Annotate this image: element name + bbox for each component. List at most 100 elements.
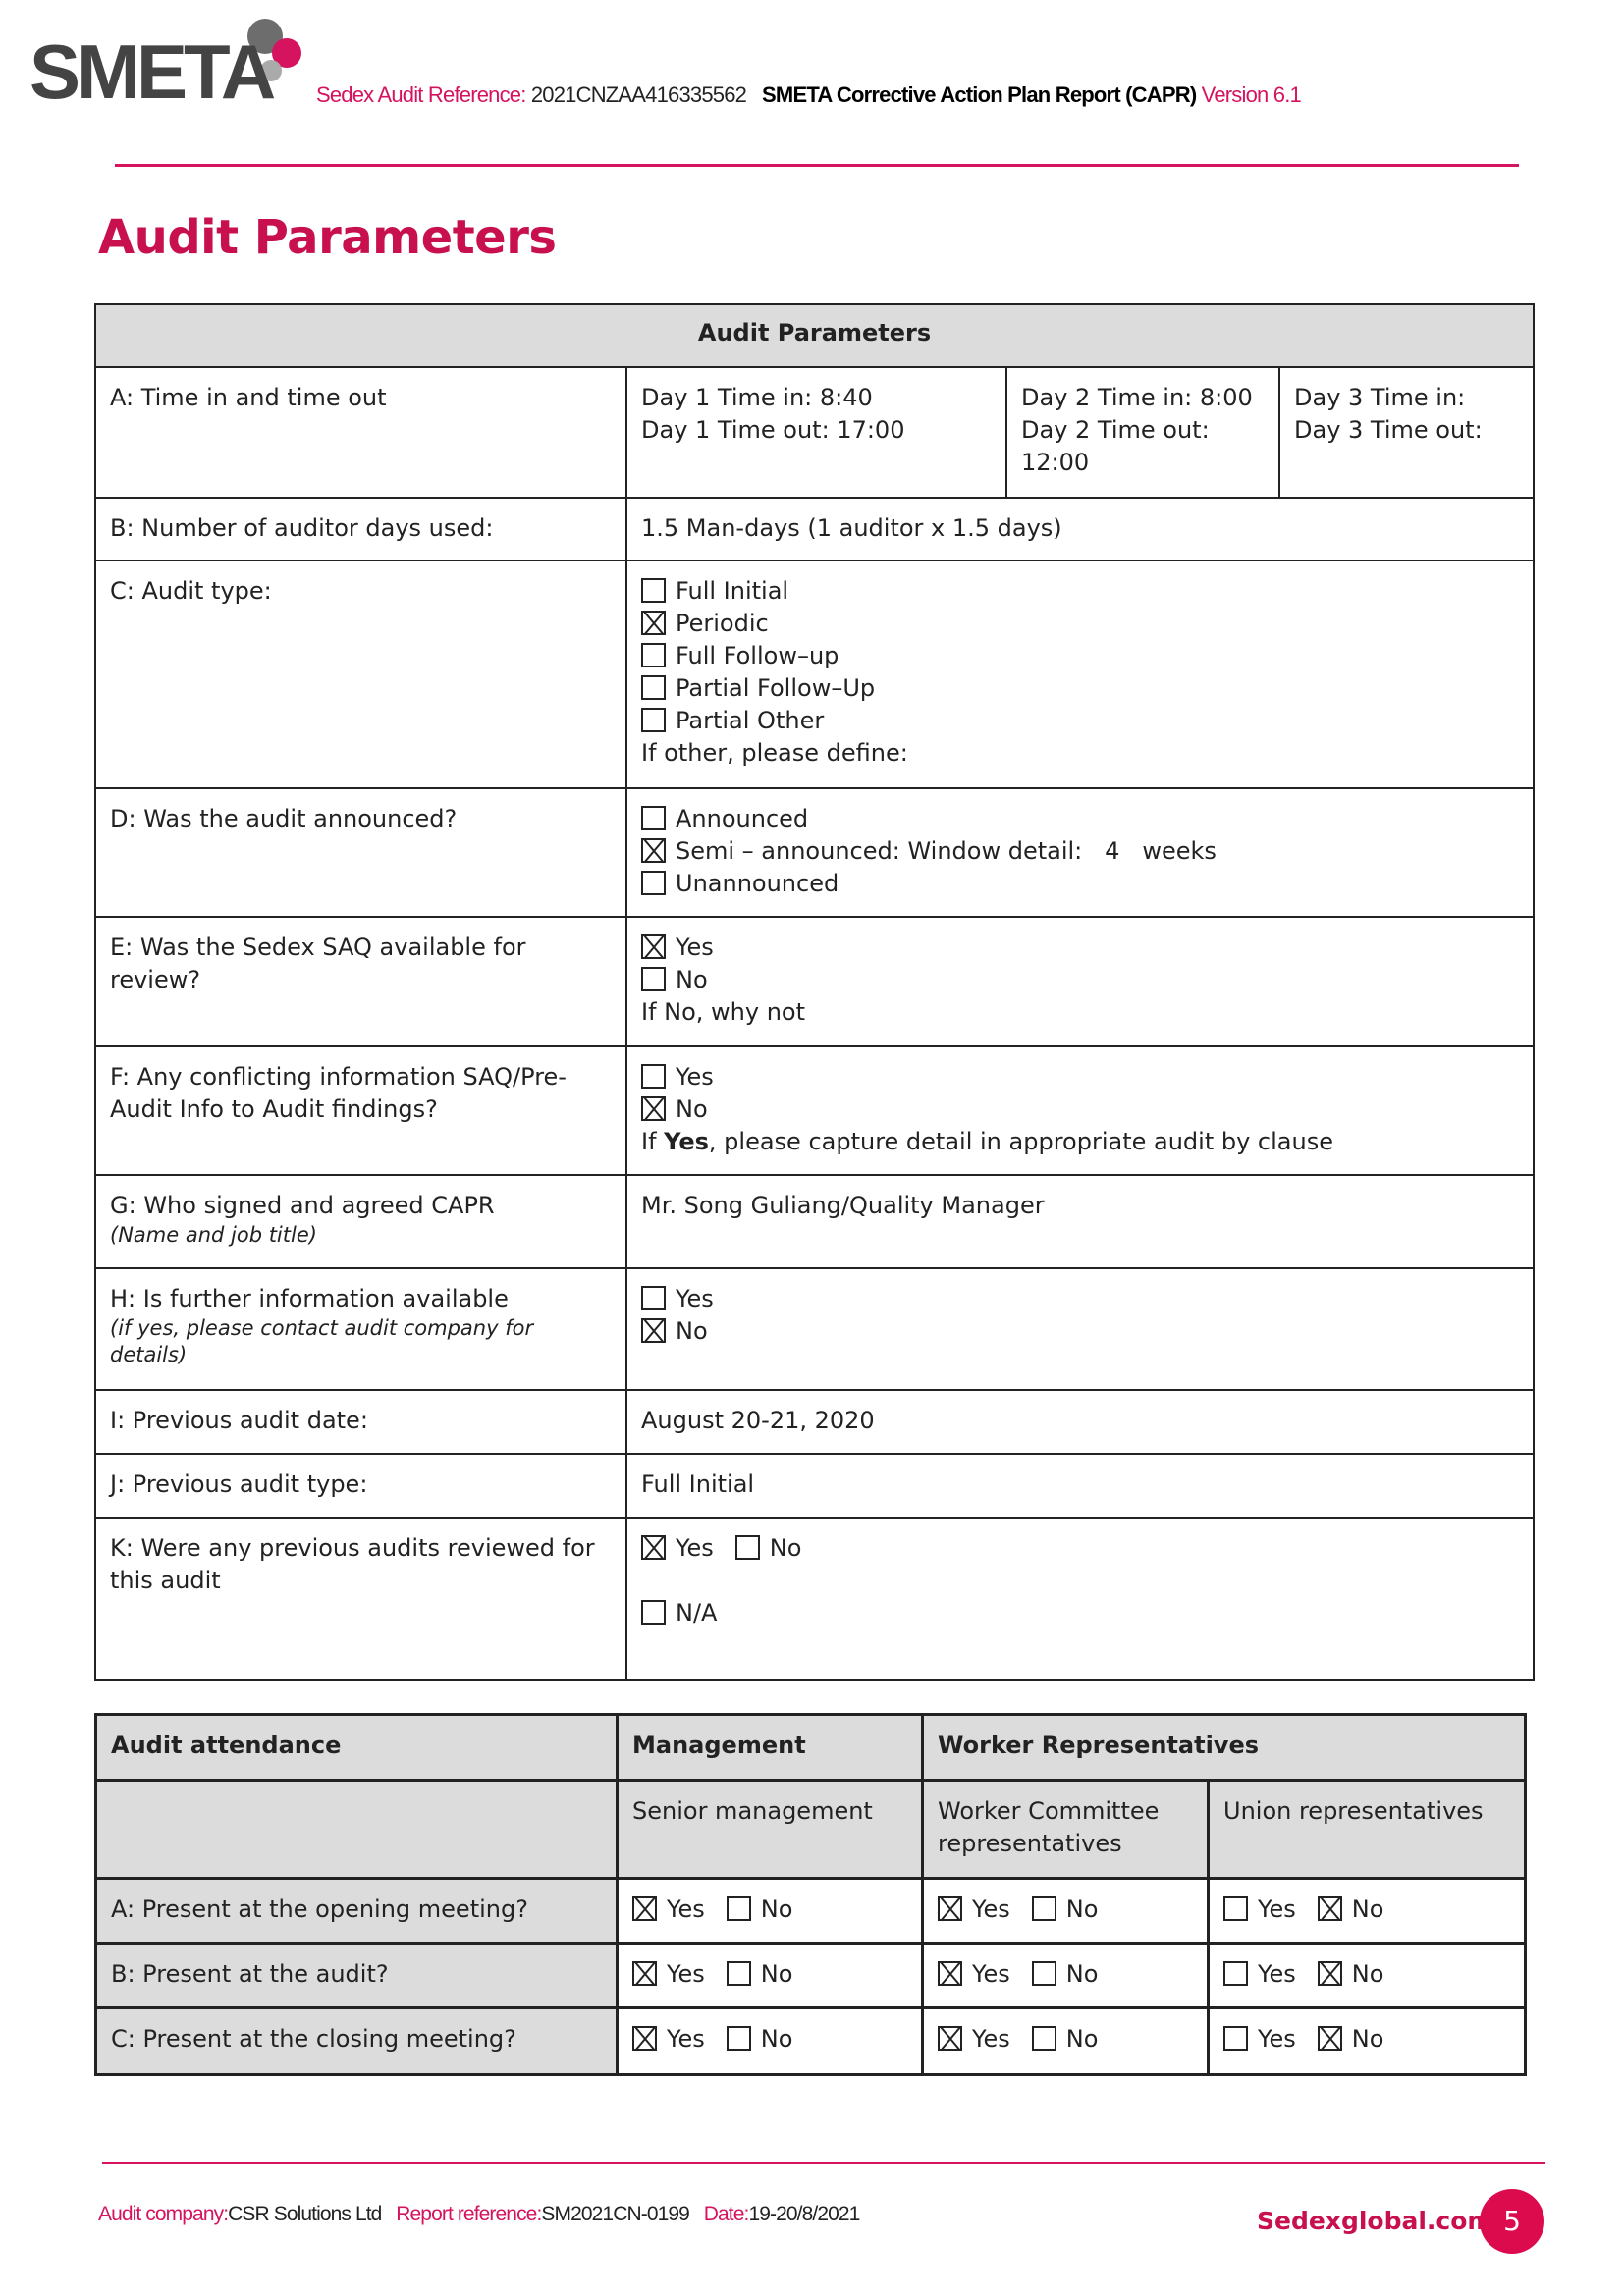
auditor-days: 1.5 Man-days (1 auditor x 1.5 days) <box>625 497 1535 561</box>
checkbox[interactable] <box>641 806 666 830</box>
checkbox[interactable] <box>734 1535 760 1560</box>
row-label: I: Previous audit date: <box>94 1389 627 1455</box>
checkbox-yes[interactable] <box>632 2026 657 2051</box>
worker-committee: Worker Committee representatives <box>921 1779 1210 1880</box>
row-label: D: Was the audit announced? <box>94 787 627 918</box>
checkbox-yes[interactable] <box>1223 2026 1248 2051</box>
page-title: Audit Parameters <box>98 210 557 265</box>
senior-cell: Yes No <box>616 2006 924 2076</box>
checkbox-no[interactable] <box>1031 1896 1056 1921</box>
option: Partial Other <box>641 705 1519 737</box>
row-label: C: Audit type: <box>94 560 627 789</box>
audit-attendance-table: Audit attendance Management Worker Represe… <box>94 1713 1527 2076</box>
row-label: C: Present at the closing meeting? <box>94 2006 619 2076</box>
checkbox-yes[interactable] <box>1223 1961 1248 1986</box>
checkbox-yes[interactable] <box>632 1961 657 1986</box>
blank-cell <box>94 1779 619 1880</box>
option: Full Follow–up <box>641 640 1519 672</box>
footer-divider <box>102 2162 1545 2164</box>
conflict-options: Yes No If Yes, please capture detail in … <box>625 1045 1535 1176</box>
checkbox-no[interactable] <box>1317 1896 1342 1921</box>
checkbox-no[interactable] <box>726 1961 751 1986</box>
row-label: B: Number of auditor days used: <box>94 497 627 561</box>
checkbox-no[interactable] <box>726 1896 751 1921</box>
header-divider <box>115 164 1519 167</box>
capr-signer: Mr. Song Guliang/Quality Manager <box>625 1174 1535 1269</box>
committee-cell: Yes No <box>921 2006 1210 2076</box>
report-title: SMETA Corrective Action Plan Report (CAP… <box>762 82 1197 107</box>
version: Version 6.1 <box>1201 82 1302 107</box>
checkbox[interactable] <box>641 611 666 635</box>
checkbox-yes[interactable] <box>632 1896 657 1921</box>
checkbox[interactable] <box>641 708 666 732</box>
day1-times: Day 1 Time in: 8:40 Day 1 Time out: 17:00 <box>625 366 1007 499</box>
checkbox[interactable] <box>641 871 666 895</box>
senior-cell: Yes No <box>616 1877 924 1945</box>
window-value: 4 <box>1105 837 1120 865</box>
checkbox[interactable] <box>641 1064 666 1089</box>
svg-text:SMETA: SMETA <box>29 28 275 108</box>
row-label: F: Any conflicting information SAQ/Pre-A… <box>94 1045 627 1176</box>
ref-label: Sedex Audit Reference: <box>316 82 526 107</box>
union-cell: Yes No <box>1207 2006 1527 2076</box>
ref-value: 2021CNZAA416335562 <box>530 82 747 107</box>
checkbox[interactable] <box>641 675 666 700</box>
committee-cell: Yes No <box>921 1877 1210 1945</box>
footer-info: Audit company:CSR Solutions Ltd Report r… <box>98 2203 860 2225</box>
union-reps: Union representatives <box>1207 1779 1527 1880</box>
checkbox-no[interactable] <box>726 2026 751 2051</box>
checkbox-no[interactable] <box>1317 1961 1342 1986</box>
checkbox-yes[interactable] <box>938 1896 962 1921</box>
checkbox[interactable] <box>641 643 666 667</box>
option: Full Initial <box>641 575 1519 608</box>
management-heading: Management <box>616 1713 924 1782</box>
previous-audit-date: August 20-21, 2020 <box>625 1389 1535 1455</box>
checkbox-yes[interactable] <box>1223 1896 1248 1921</box>
senior-management: Senior management <box>616 1779 924 1880</box>
report-header: Sedex Audit Reference: 2021CNZAA41633556… <box>316 82 1302 108</box>
smeta-logo: SMETA <box>29 19 301 108</box>
row-label: H: Is further information available (if y… <box>94 1267 627 1391</box>
checkbox-yes[interactable] <box>938 1961 962 1986</box>
row-label: A: Time in and time out <box>94 366 627 499</box>
row-label: B: Present at the audit? <box>94 1942 619 2009</box>
checkbox[interactable] <box>641 1096 666 1121</box>
attendance-row: C: Present at the closing meeting? Yes No Y… <box>94 2006 1527 2076</box>
day2-times: Day 2 Time in: 8:00 Day 2 Time out: 12:00 <box>1005 366 1280 499</box>
checkbox[interactable] <box>641 578 666 603</box>
row-label: K: Were any previous audits reviewed for… <box>94 1517 627 1681</box>
committee-cell: Yes No <box>921 1942 1210 2009</box>
union-cell: Yes No <box>1207 1877 1527 1945</box>
row-label: G: Who signed and agreed CAPR (Name and j… <box>94 1174 627 1269</box>
checkbox-yes[interactable] <box>938 2026 962 2051</box>
row-label: E: Was the Sedex SAQ available for revie… <box>94 916 627 1047</box>
attendance-row: A: Present at the opening meeting? Yes No Y… <box>94 1877 1527 1945</box>
row-label: A: Present at the opening meeting? <box>94 1877 619 1945</box>
union-cell: Yes No <box>1207 1942 1527 2009</box>
checkbox[interactable] <box>641 934 666 959</box>
option: Partial Follow–Up <box>641 672 1519 705</box>
audit-parameters-table: Audit Parameters A: Time in and time out… <box>94 303 1535 1681</box>
attendance-heading: Audit attendance <box>94 1713 619 1782</box>
sedex-link[interactable]: Sedexglobal.com <box>1257 2207 1493 2235</box>
checkbox[interactable] <box>641 1286 666 1310</box>
checkbox-no[interactable] <box>1031 1961 1056 1986</box>
checkbox[interactable] <box>641 1535 666 1560</box>
worker-reps-heading: Worker Representatives <box>921 1713 1527 1782</box>
further-info-options: Yes No <box>625 1267 1535 1391</box>
audit-type-options: Full Initial Periodic Full Follow–up Par… <box>625 560 1535 789</box>
other-note: If other, please define: <box>641 739 908 767</box>
attendance-row: B: Present at the audit? Yes No Yes No Yes No <box>94 1942 1527 2009</box>
checkbox-no[interactable] <box>1031 2026 1056 2051</box>
row-label: J: Previous audit type: <box>94 1453 627 1519</box>
checkbox[interactable] <box>641 1318 666 1343</box>
checkbox[interactable] <box>641 1600 666 1625</box>
senior-cell: Yes No <box>616 1942 924 2009</box>
option: Periodic <box>641 608 1519 640</box>
previous-audits-options: Yes No N/A <box>625 1517 1535 1681</box>
checkbox-no[interactable] <box>1317 2026 1342 2051</box>
announced-options: Announced Semi – announced: Window detai… <box>625 787 1535 918</box>
checkbox[interactable] <box>641 967 666 991</box>
checkbox[interactable] <box>641 838 666 863</box>
saq-options: Yes No If No, why not <box>625 916 1535 1047</box>
